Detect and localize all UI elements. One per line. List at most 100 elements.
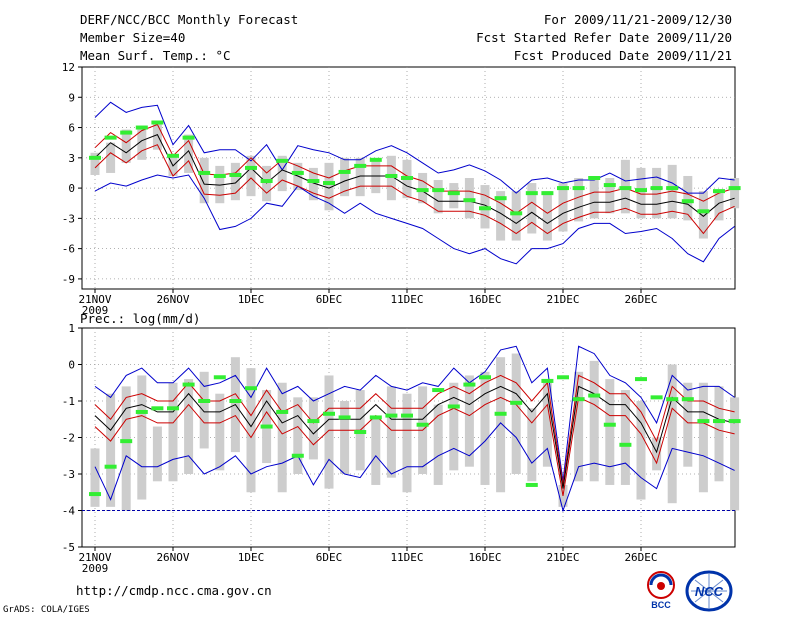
temp-y-tick-label: -3	[62, 212, 75, 225]
precip-marker	[494, 411, 507, 416]
precip-marker	[728, 419, 741, 424]
temp-box	[714, 193, 724, 221]
precip-box	[199, 371, 209, 449]
temp-box	[152, 124, 162, 150]
temp-box	[137, 125, 147, 160]
source-url[interactable]: http://cmdp.ncc.cma.gov.cn	[76, 583, 272, 598]
precip-x-tick-label: 1DEC	[238, 551, 265, 564]
temp-marker	[603, 183, 616, 188]
precip-x-tick-label: 21NOV	[78, 551, 111, 564]
temp-box	[683, 175, 693, 221]
precip-panel-title: Prec.: log(mm/d)	[80, 311, 200, 326]
precip-box	[496, 357, 506, 493]
precip-marker	[541, 378, 554, 383]
temp-marker	[416, 188, 429, 193]
member-size: Member Size=40	[80, 30, 186, 45]
precip-box	[340, 401, 350, 474]
precip-box	[511, 353, 521, 474]
temp-x-tick-label: 16DEC	[468, 293, 501, 306]
precip-box	[386, 386, 396, 478]
variable-label: Mean Surf. Temp.: °C	[80, 48, 231, 63]
temp-box	[246, 155, 256, 197]
temp-box	[636, 167, 646, 219]
temp-x-tick-label: 21NOV	[78, 293, 111, 306]
precip-marker	[276, 409, 289, 414]
precip-marker	[120, 439, 133, 444]
temp-marker	[229, 172, 242, 177]
temp-x-tick-label: 26NOV	[156, 293, 189, 306]
temp-box	[558, 183, 568, 232]
temp-marker	[401, 176, 413, 180]
precip-series-mean	[94, 385, 735, 489]
temp-marker	[385, 173, 398, 178]
precip-box	[574, 371, 584, 482]
temp-x-tick-label: 1DEC	[238, 293, 265, 306]
temp-marker	[182, 135, 195, 140]
temp-box	[698, 191, 708, 239]
precip-marker	[291, 453, 304, 458]
precip-marker	[307, 419, 320, 424]
temp-marker	[650, 186, 663, 191]
temp-marker	[338, 169, 351, 174]
precip-marker	[135, 409, 148, 414]
temp-box	[324, 162, 334, 211]
ncc-logo: NCC	[685, 570, 733, 612]
temp-marker	[447, 191, 460, 196]
precip-box	[137, 375, 147, 500]
temp-marker	[104, 135, 117, 140]
precip-marker	[260, 424, 273, 429]
temp-box	[496, 191, 506, 241]
precip-marker	[369, 415, 382, 420]
precip-box	[184, 379, 194, 474]
temp-x-tick-label: 11DEC	[390, 293, 423, 306]
precip-x-tick-label: 16DEC	[468, 551, 501, 564]
temp-y-tick-label: -6	[62, 243, 75, 256]
temp-marker	[291, 170, 304, 175]
temp-box	[652, 167, 662, 219]
temp-box	[730, 178, 740, 209]
precip-box	[698, 382, 708, 493]
precip-box	[683, 382, 693, 467]
precip-marker	[666, 397, 679, 402]
precip-marker	[557, 375, 569, 380]
temp-box	[605, 178, 615, 214]
precip-marker	[697, 419, 710, 424]
temp-series-min	[94, 101, 735, 194]
precip-marker	[213, 375, 226, 380]
temp-marker	[135, 125, 148, 130]
precip-marker	[525, 482, 538, 487]
precip-marker	[510, 400, 523, 405]
temp-box	[277, 155, 287, 192]
precip-box	[605, 379, 615, 485]
precip-marker	[650, 395, 663, 400]
temp-box	[308, 167, 318, 201]
precip-box	[293, 397, 303, 474]
temp-marker	[323, 181, 335, 186]
precip-marker	[198, 399, 211, 403]
forecast-period: For 2009/11/21-2009/12/30	[543, 12, 732, 27]
fcst-produced-date: Fcst Produced Date 2009/11/21	[513, 48, 732, 63]
precip-y-tick-label: -2	[62, 432, 75, 445]
precip-box	[324, 375, 334, 489]
precip-y-tick-label: 1	[68, 322, 75, 335]
precip-series-upper	[94, 374, 735, 485]
fcst-started-date: Fcst Started Refer Date 2009/11/20	[476, 30, 732, 45]
precip-box	[277, 382, 287, 493]
precip-x-year-label: 2009	[82, 562, 109, 575]
temp-x-tick-label: 21DEC	[546, 293, 579, 306]
temp-marker	[354, 163, 367, 168]
precip-box	[589, 360, 599, 482]
temp-box	[340, 157, 350, 197]
precip-marker	[463, 382, 476, 387]
temp-marker	[369, 157, 382, 162]
temp-marker	[635, 188, 647, 193]
temp-marker	[666, 186, 679, 191]
temp-box	[215, 165, 225, 204]
precip-box	[121, 386, 131, 511]
precip-x-tick-label: 11DEC	[390, 551, 423, 564]
temp-x-tick-label: 26DEC	[624, 293, 657, 306]
precip-box	[215, 393, 225, 471]
temp-series-lower	[94, 144, 735, 235]
precip-marker	[681, 397, 694, 402]
precip-marker	[713, 419, 725, 424]
